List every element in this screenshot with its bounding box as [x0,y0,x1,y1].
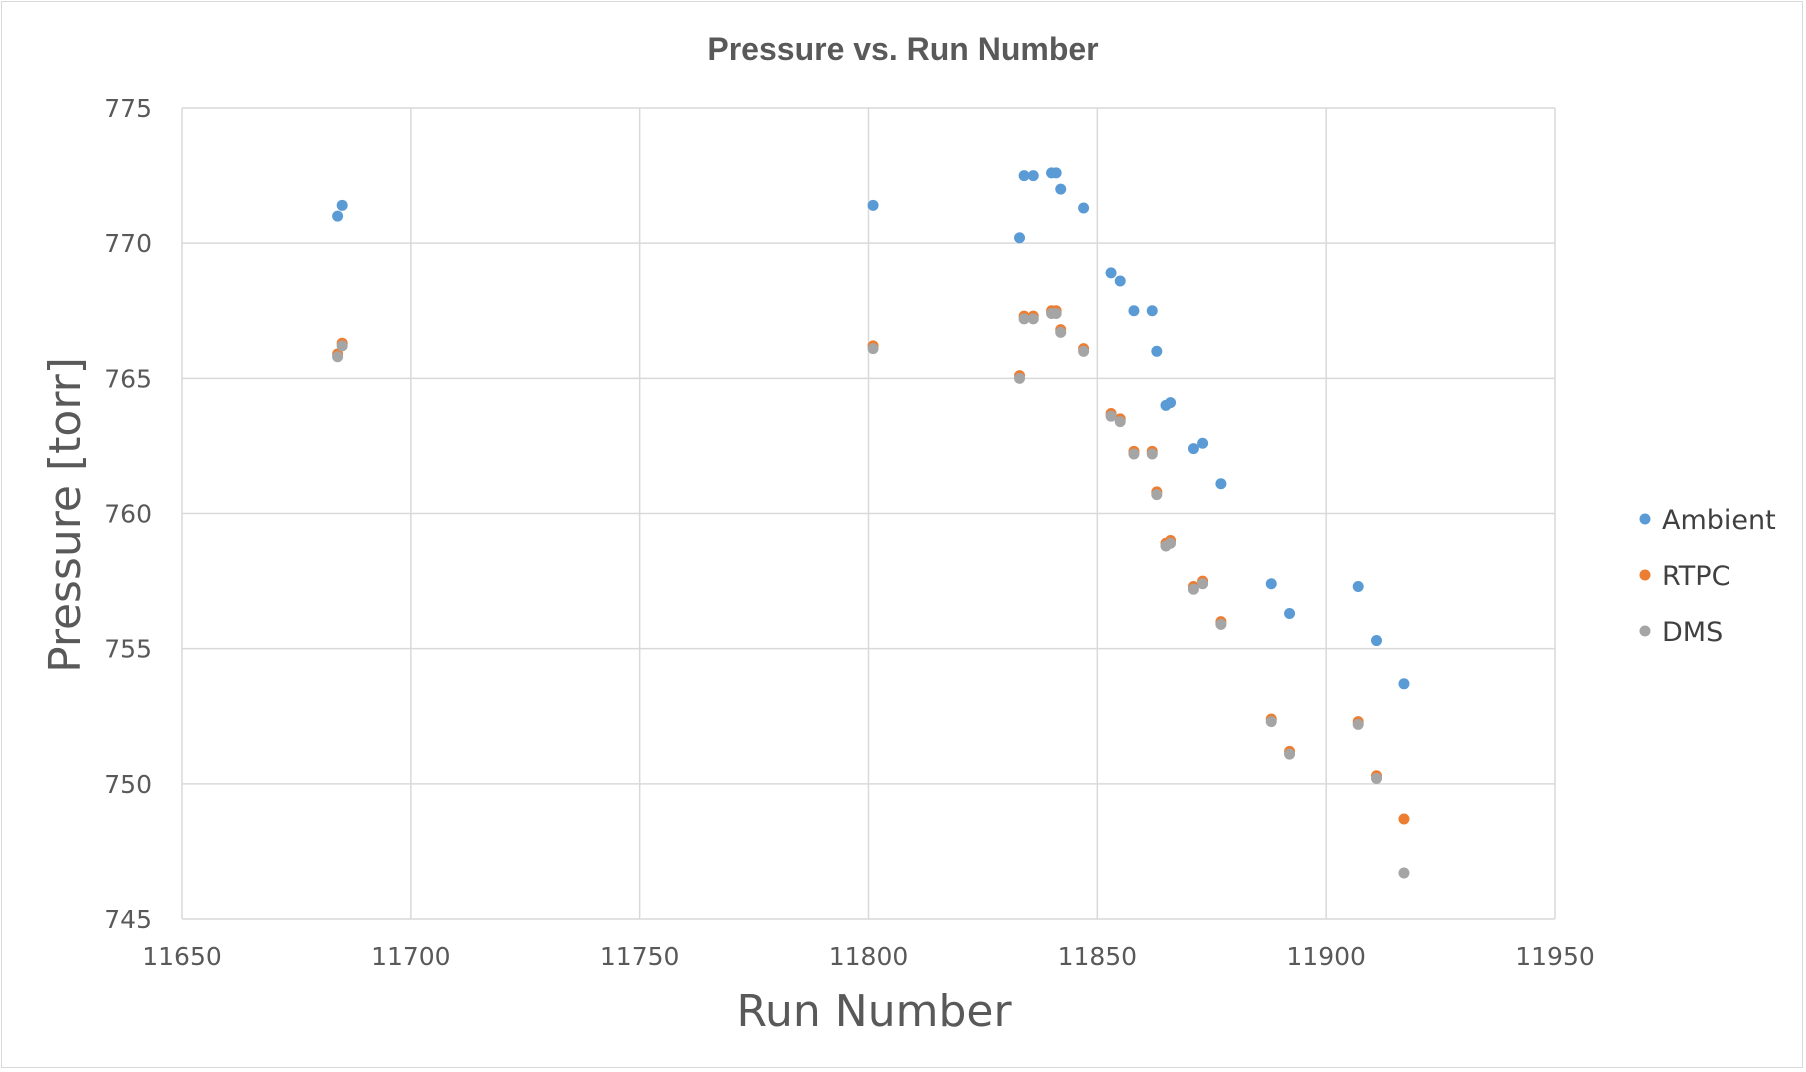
data-point-dms [1078,345,1090,357]
data-point-dms [1265,716,1277,728]
chart-title: Pressure vs. Run Number [707,31,1098,67]
data-point-dms [1165,537,1177,549]
x-tick-label: 11800 [829,942,909,971]
y-tick-label: 770 [104,229,152,258]
legend-marker-ambient [1639,513,1651,525]
y-tick-label: 745 [104,905,152,934]
data-point-dms [1018,313,1030,325]
data-point-dms [332,351,344,363]
data-point-dms [1352,718,1364,730]
data-points [332,167,1410,879]
data-point-ambient [1398,678,1410,690]
data-point-ambient [1018,170,1030,182]
y-tick-label: 760 [104,500,152,529]
data-point-dms [1146,448,1158,460]
y-tick-label: 775 [104,94,152,123]
data-point-dms [1014,372,1026,384]
data-point-ambient [1165,397,1177,409]
data-point-dms [336,340,348,352]
data-point-ambient [332,210,344,222]
data-point-ambient [1284,608,1296,620]
x-tick-label: 11650 [142,942,222,971]
data-point-dms [1371,772,1383,784]
legend-label-rtpc: RTPC [1662,561,1730,592]
data-point-ambient [1371,635,1383,647]
data-point-ambient [1265,578,1277,590]
data-point-ambient [1078,202,1090,214]
legend-label-ambient: Ambient [1662,505,1776,536]
data-point-dms [1284,748,1296,760]
data-point-dms [1197,578,1209,590]
data-point-ambient [1215,478,1227,490]
data-point-ambient [1128,305,1140,317]
data-point-ambient [1055,183,1067,195]
x-axis-title: Run Number [736,986,1012,1037]
x-axis-ticks: 11650 11700 11750 11800 11850 11900 11950 [142,942,1595,971]
x-tick-label: 11900 [1286,942,1366,971]
data-point-dms [1151,489,1163,501]
data-point-dms [1215,618,1227,630]
x-tick-label: 11850 [1058,942,1138,971]
x-tick-label: 11700 [371,942,451,971]
data-point-ambient [1050,167,1062,179]
data-point-dms [867,343,879,355]
data-point-ambient [1105,267,1117,279]
y-tick-label: 765 [104,364,152,393]
data-point-dms [1050,307,1062,319]
data-point-dms [1114,416,1126,428]
data-point-ambient [867,199,879,211]
data-point-ambient [336,199,348,211]
series-dms [332,307,1410,879]
data-point-ambient [1027,170,1039,182]
data-point-dms [1398,867,1410,879]
legend-marker-dms [1639,625,1651,637]
data-point-ambient [1014,232,1026,244]
data-point-ambient [1151,345,1163,357]
x-tick-label: 11950 [1515,942,1595,971]
legend: Ambient RTPC DMS [1639,505,1776,648]
data-point-ambient [1146,305,1158,317]
legend-label-dms: DMS [1662,617,1723,648]
y-tick-label: 755 [104,635,152,664]
y-axis-ticks: 745 750 755 760 765 770 775 [104,94,152,934]
data-point-ambient [1114,275,1126,287]
data-point-rtpc [1398,813,1410,825]
legend-marker-rtpc [1639,569,1651,581]
series-ambient [332,167,1410,690]
data-point-dms [1027,313,1039,325]
data-point-dms [1105,410,1117,422]
data-point-dms [1055,326,1067,338]
data-point-ambient [1197,437,1209,449]
y-axis-title: Pressure [torr] [40,357,91,673]
x-tick-label: 11750 [600,942,680,971]
data-point-dms [1187,583,1199,595]
data-point-ambient [1352,580,1364,592]
y-tick-label: 750 [104,770,152,799]
data-point-ambient [1187,443,1199,455]
data-point-dms [1128,448,1140,460]
gridlines [181,107,1556,920]
series-rtpc [332,305,1410,825]
